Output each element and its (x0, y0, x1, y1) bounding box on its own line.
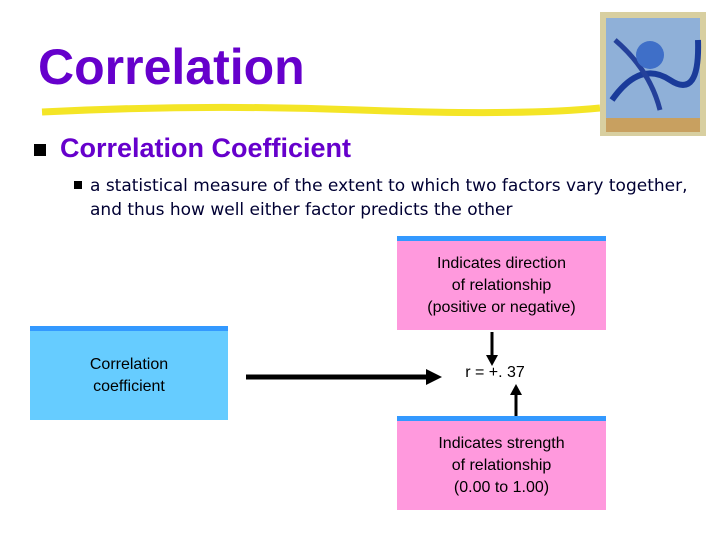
box-line: Indicates direction (437, 254, 566, 272)
sub-bullet (74, 181, 82, 189)
heading: Correlation Coefficient (60, 133, 352, 163)
box-line: Correlation (89, 355, 169, 373)
highlight-stroke (41, 103, 601, 117)
box-line: (0.00 to 1.00) (453, 478, 550, 496)
arrowhead (510, 384, 522, 395)
title: Correlation (38, 39, 305, 95)
bullet (34, 144, 46, 156)
box-line: (positive or negative) (427, 298, 576, 316)
result: r = +. 37 (465, 364, 525, 381)
painting (600, 12, 706, 136)
box-line: of relationship (451, 276, 552, 294)
direction-box: Indicates direction of relationship (posit… (397, 236, 606, 330)
box-line: Indicates strength (438, 434, 565, 452)
arrowhead (486, 355, 498, 366)
definition: a statistical measure of the extent to w… (90, 176, 688, 220)
box-line: of relationship (451, 456, 552, 474)
coefficient-box: Correlation coefficient (30, 326, 228, 420)
strength-box: Indicates strength of relationship (0.00 t… (397, 416, 606, 510)
arrowhead (426, 369, 442, 385)
box-line: coefficient (93, 377, 165, 395)
